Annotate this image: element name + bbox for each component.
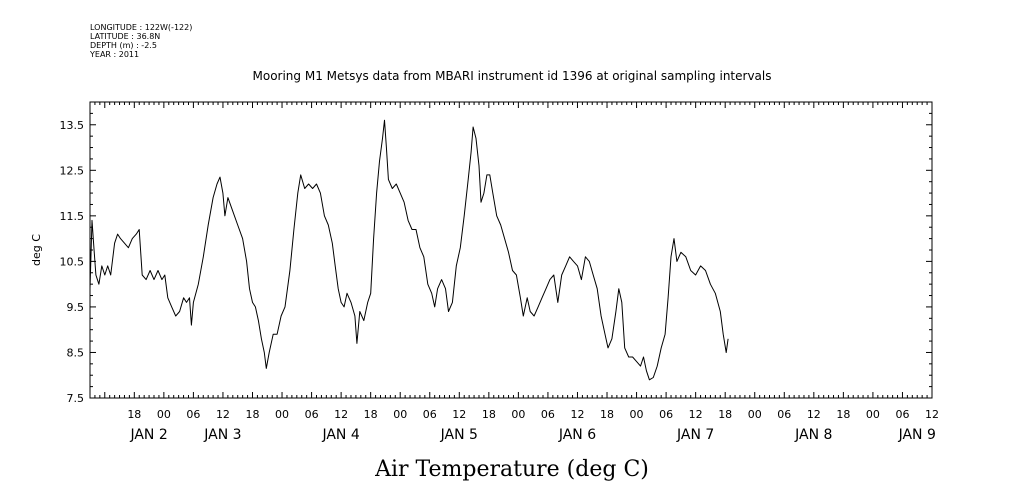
x-tick-label: 12 [570,408,584,421]
y-tick-label: 12.5 [60,164,85,177]
meta-depth: DEPTH (m) : -2.5 [90,41,157,50]
x-day-label: JAN 7 [676,427,714,443]
x-tick-label: 06 [895,408,909,421]
x-day-label: JAN 4 [321,427,359,443]
x-tick-label: 18 [245,408,259,421]
x-tick-label: 06 [659,408,673,421]
x-tick-label: 12 [807,408,821,421]
y-tick-label: 11.5 [60,210,85,223]
x-tick-label: 06 [541,408,555,421]
meta-year: YEAR : 2011 [89,50,139,59]
y-tick-label: 8.5 [67,346,85,359]
x-tick-label: 00 [511,408,525,421]
meta-longitude: LONGITUDE : 122W(-122) [90,23,192,32]
x-tick-label: 18 [718,408,732,421]
y-tick-label: 7.5 [67,392,85,405]
x-tick-label: 12 [452,408,466,421]
x-tick-label: 12 [216,408,230,421]
x-axis: 18 00 06 12 18 00 06 12 18 00 06 12 18 00 06 12 18 00 06 12… [89,102,939,421]
x-tick-label: 06 [423,408,437,421]
x-tick-label: 06 [305,408,319,421]
y-axis-label: deg C [30,234,43,266]
x-tick-label: 06 [777,408,791,421]
x-tick-label: 00 [157,408,171,421]
x-tick-label: 18 [364,408,378,421]
series-line [89,119,729,381]
x-tick-label: 12 [689,408,703,421]
x-tick-label: 18 [836,408,850,421]
chart-title: Mooring M1 Metsys data from MBARI instru… [253,69,772,83]
x-day-label: JAN 5 [440,427,478,443]
x-axis-title: Air Temperature (deg C) [374,457,649,482]
x-tick-label: 18 [482,408,496,421]
y-tick-label: 10.5 [60,255,85,268]
x-tick-label: 00 [748,408,762,421]
x-day-label: JAN 9 [898,427,936,443]
x-tick-label: 12 [925,408,939,421]
x-tick-label: 06 [186,408,200,421]
x-day-label: JAN 3 [203,427,241,443]
x-tick-label: 00 [866,408,880,421]
x-day-label: JAN 6 [558,427,596,443]
x-tick-label: 00 [275,408,289,421]
x-day-label: JAN 8 [794,427,832,443]
x-tick-label: 18 [600,408,614,421]
y-tick-label: 9.5 [67,301,85,314]
x-tick-label: 00 [630,408,644,421]
x-day-labels: JAN 2 JAN 3 JAN 4 JAN 5 JAN 6 JAN 7 JAN 8 JAN 9 [129,427,935,443]
y-tick-label: 13.5 [60,119,85,132]
x-tick-label: 18 [127,408,141,421]
x-tick-label: 00 [393,408,407,421]
x-day-label: JAN 2 [129,427,167,443]
series-group [89,119,729,381]
plot-frame [89,101,933,399]
x-tick-label: 12 [334,408,348,421]
meta-latitude: LATITUDE : 36.8N [90,32,160,41]
y-axis: 7.5 8.5 9.5 10.5 11.5 12.5 13.5 [60,101,932,405]
